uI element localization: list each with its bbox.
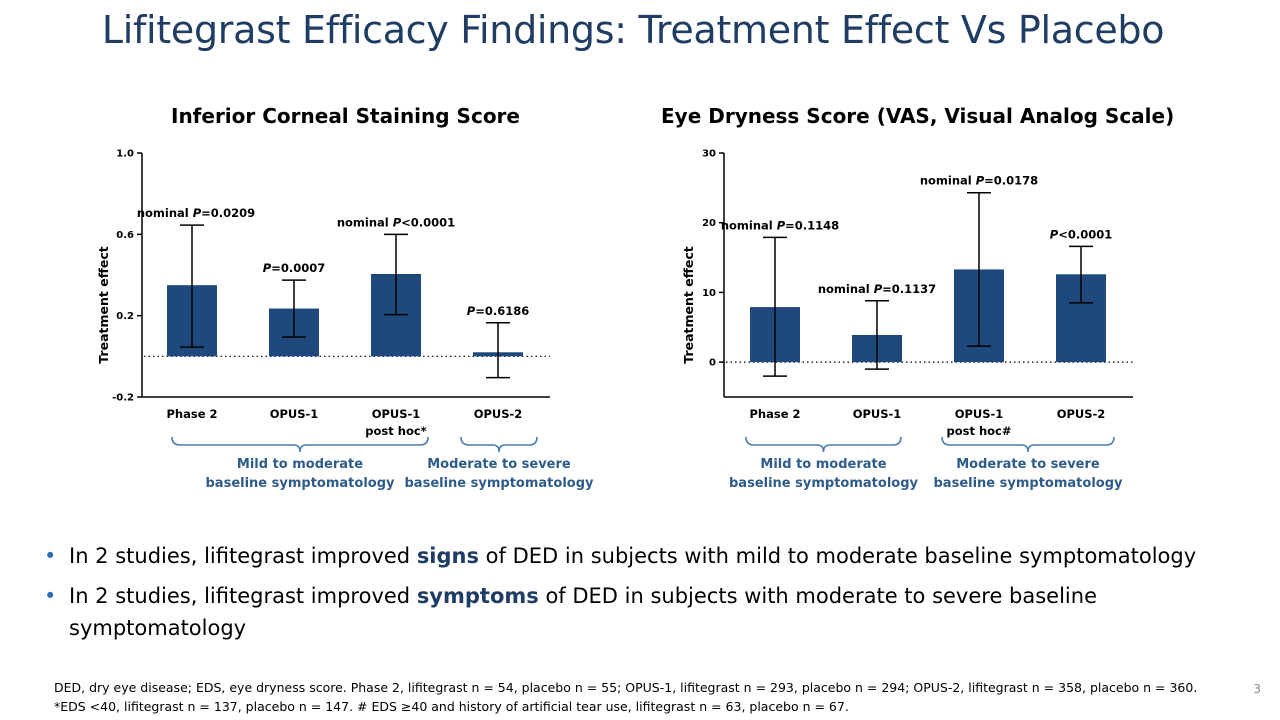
page-number: 3 bbox=[1253, 682, 1261, 696]
y-tick-label: 20 bbox=[702, 218, 716, 229]
group-brace bbox=[171, 436, 429, 453]
y-tick-label: 0 bbox=[709, 358, 716, 369]
group-label: baseline symptomatology bbox=[729, 476, 919, 491]
bullet-text: of DED in subjects with moderate to seve… bbox=[69, 584, 1097, 640]
x-tick-label: OPUS-2 bbox=[474, 407, 523, 421]
p-value-label: P=0.0007 bbox=[263, 261, 325, 275]
x-tick-label: Phase 2 bbox=[166, 407, 217, 421]
bullet-text: In 2 studies, lifitegrast improved bbox=[69, 584, 417, 608]
y-tick-label: 0.6 bbox=[116, 230, 134, 241]
p-value-label: nominal P=0.0178 bbox=[920, 174, 1038, 188]
x-tick-sublabel: post hoc# bbox=[946, 424, 1011, 438]
p-value-label: P<0.0001 bbox=[1050, 227, 1112, 241]
y-axis-label: Treatment effect bbox=[96, 246, 111, 363]
bullet-emphasis: symptoms bbox=[416, 584, 539, 608]
chart-eye-dryness: 30 20 10 0 Treatment effect nominal P=0.1148 P… bbox=[681, 149, 1133, 491]
x-tick-label: OPUS-1 bbox=[372, 407, 421, 421]
bullet-symptoms: • In 2 studies, lifitegrast improved sym… bbox=[44, 580, 1244, 644]
p-value-label: nominal P=0.1148 bbox=[721, 218, 839, 232]
slide-title: Lifitegrast Efficacy Findings: Treatment… bbox=[101, 8, 1165, 52]
y-tick-label: -0.2 bbox=[112, 393, 134, 404]
group-label: baseline symptomatology bbox=[934, 476, 1124, 491]
y-tick-label: 10 bbox=[702, 288, 716, 299]
y-tick-label: 30 bbox=[702, 149, 716, 160]
chart-title-corneal-staining: Inferior Corneal Staining Score bbox=[171, 104, 520, 128]
x-tick-sublabel: post hoc* bbox=[365, 424, 426, 438]
x-tick-label: OPUS-1 bbox=[955, 407, 1004, 421]
p-value-label: P=0.6186 bbox=[467, 304, 529, 318]
x-tick-label: OPUS-2 bbox=[1057, 407, 1106, 421]
chart-title-eye-dryness: Eye Dryness Score (VAS, Visual Analog Sc… bbox=[661, 104, 1175, 128]
group-label: baseline symptomatology bbox=[206, 476, 396, 491]
bullet-emphasis: signs bbox=[416, 544, 479, 568]
group-label: Mild to moderate bbox=[237, 457, 363, 472]
x-tick-label: OPUS-1 bbox=[270, 407, 319, 421]
p-value-label: nominal P<0.0001 bbox=[337, 215, 455, 229]
footnote-line: *EDS <40, lifitegrast n = 137, placebo n… bbox=[54, 699, 849, 714]
bullet-text: In 2 studies, lifitegrast improved bbox=[69, 544, 417, 568]
y-tick-label: 1.0 bbox=[116, 149, 134, 160]
group-brace bbox=[941, 436, 1115, 453]
x-tick-label: Phase 2 bbox=[749, 407, 800, 421]
bullet-text: of DED in subjects with mild to moderate… bbox=[479, 544, 1197, 568]
group-brace bbox=[745, 436, 902, 453]
chart-corneal-staining: 1.0 0.6 0.2 -0.2 Treatment effect nominal P=0… bbox=[96, 149, 595, 492]
group-label: baseline symptomatology bbox=[405, 476, 595, 491]
footnote-line: DED, dry eye disease; EDS, eye dryness s… bbox=[54, 680, 1198, 695]
bullet-dot: • bbox=[44, 584, 57, 608]
bullet-signs: • In 2 studies, lifitegrast improved sig… bbox=[44, 540, 1244, 572]
y-tick-label: 0.2 bbox=[116, 311, 134, 322]
y-axis-label: Treatment effect bbox=[681, 246, 696, 363]
p-value-label: nominal P=0.1137 bbox=[818, 282, 936, 296]
x-tick-label: OPUS-1 bbox=[853, 407, 902, 421]
p-value-label: nominal P=0.0209 bbox=[137, 206, 255, 220]
group-label: Moderate to severe bbox=[956, 457, 1100, 472]
key-findings: • In 2 studies, lifitegrast improved sig… bbox=[44, 540, 1244, 652]
group-label: Moderate to severe bbox=[427, 457, 571, 472]
group-brace bbox=[460, 436, 538, 453]
footnote: DED, dry eye disease; EDS, eye dryness s… bbox=[54, 678, 1234, 716]
group-label: Mild to moderate bbox=[760, 457, 886, 472]
bullet-dot: • bbox=[44, 544, 57, 568]
